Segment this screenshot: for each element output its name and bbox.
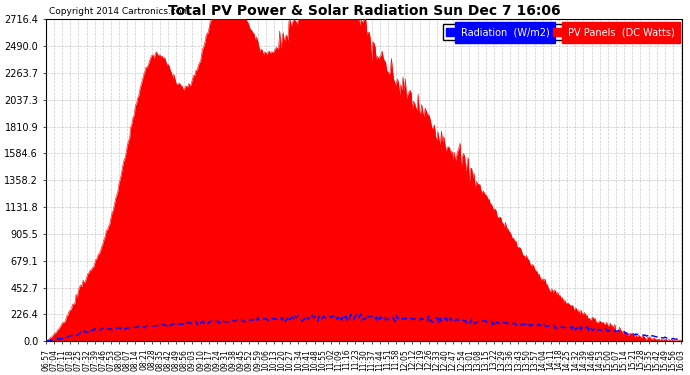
Title: Total PV Power & Solar Radiation Sun Dec 7 16:06: Total PV Power & Solar Radiation Sun Dec…: [168, 4, 560, 18]
Text: Copyright 2014 Cartronics.com: Copyright 2014 Cartronics.com: [49, 7, 190, 16]
Legend: Radiation  (W/m2), PV Panels  (DC Watts): Radiation (W/m2), PV Panels (DC Watts): [443, 24, 678, 40]
